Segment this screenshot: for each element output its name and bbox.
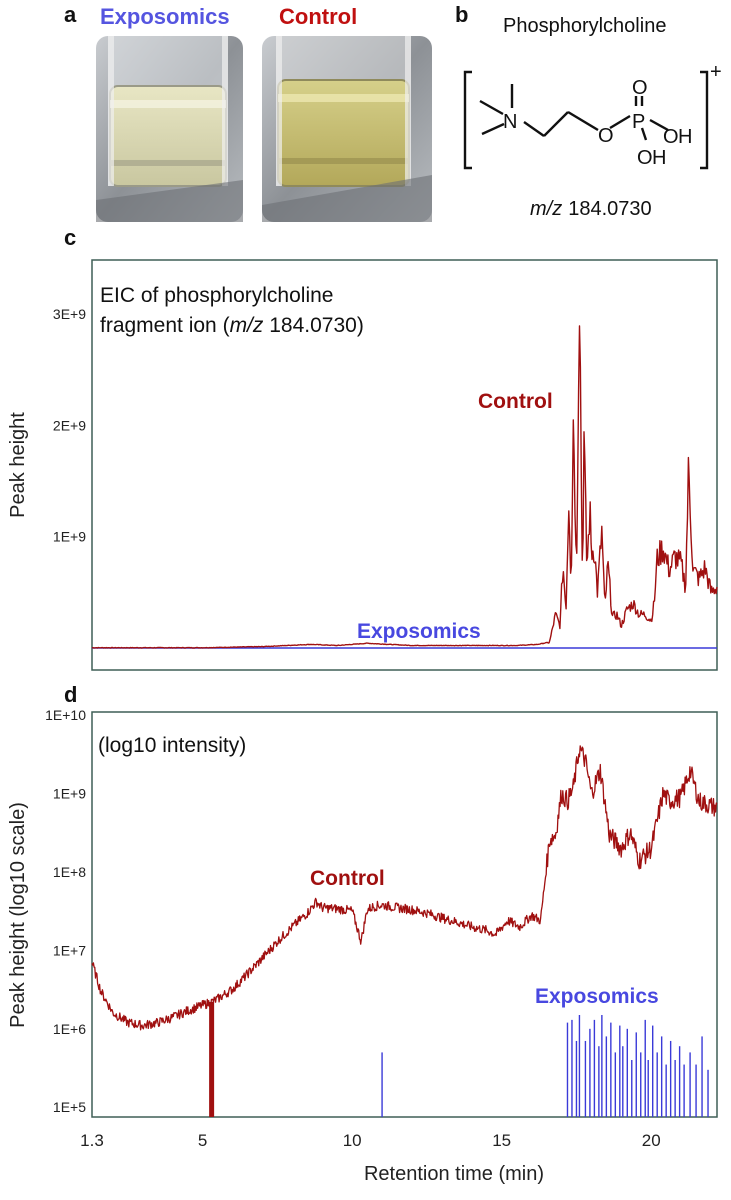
chart-c: 1E+9 2E+9 3E+9 EIC of phosphorylcholine fr… [7,259,718,671]
d-y-axis-label: Peak height (log10 scale) [7,802,29,1028]
vial-photo-exposomics [96,36,243,222]
d-x-axis-label: Retention time (min) [364,1163,544,1185]
atom-p: P [632,111,645,133]
structure-mz-value: 184.0730 [568,198,651,220]
atom-h-hydroxyl-2: H [652,147,666,169]
c-annotation-line1: EIC of phosphorylcholine [100,284,333,307]
vial-label-exposomics: Exposomics [100,4,230,29]
c-annotation-line2: fragment ion (m/z 184.0730) [100,314,364,337]
structure-title: Phosphorylcholine [503,15,666,37]
atom-h-hydroxyl-1: H [678,126,692,148]
c-y-tick-label: 2E+9 [53,417,86,433]
c-label-exposomics: Exposomics [357,620,481,643]
vial-photo-control [262,36,432,222]
vial-label-control: Control [279,4,357,29]
panel-label-b: b [455,2,468,27]
atom-o-double: O [632,77,648,99]
panel-label-d: d [64,682,77,707]
d-x-tick-label: 10 [343,1131,362,1150]
d-y-tick-label: 1E+9 [53,786,86,802]
panel-label-a: a [64,2,77,27]
phosphorylcholine-structure [463,70,709,170]
d-y-tick-label: 1E+6 [53,1021,86,1037]
c-y-tick-label: 1E+9 [53,529,86,545]
d-x-ticks: 1.3 5 10 15 20 [80,1131,660,1150]
atom-o-ester: O [598,125,614,147]
c-y-tick-label: 3E+9 [53,306,86,322]
c-series [92,325,718,649]
atom-o-hydroxyl-2: O [637,147,653,169]
d-annotation: (log10 intensity) [98,734,246,757]
d-y-tick-label: 1E+8 [53,864,86,880]
chart-d: 1E+5 1E+6 1E+7 1E+8 1E+9 1E+10 1.3 5 10 15 20 (lo… [7,707,718,1185]
d-y-tick-label: 1E+10 [45,707,86,723]
d-y-ticks: 1E+5 1E+6 1E+7 1E+8 1E+9 1E+10 [45,707,86,1115]
d-series [91,745,718,1117]
c-y-ticks: 1E+9 2E+9 3E+9 [53,306,86,545]
c-label-control: Control [478,390,553,413]
d-x-tick-label: 1.3 [80,1131,104,1150]
d-control-dip [209,1001,215,1117]
atom-o-hydroxyl-1: O [663,126,679,148]
plot-frame-d [91,711,718,1118]
panel-label-c: c [64,225,76,250]
d-series-control-line [91,745,718,1031]
c-y-axis-label: Peak height [7,412,29,518]
structure-charge: + [710,61,722,83]
d-y-tick-label: 1E+7 [53,942,86,958]
structure-mz-symbol: m/z [530,198,562,220]
atom-n: N [503,111,517,133]
d-y-tick-label: 1E+5 [53,1099,86,1115]
structure-mz: m/z 184.0730 [530,198,652,220]
c-series-control-line [92,325,718,649]
plot-frame-c [91,259,718,671]
d-x-tick-label: 20 [642,1131,661,1150]
d-x-tick-label: 5 [198,1131,207,1150]
c-annotation-pre: fragment ion ( [100,314,230,337]
c-annotation-mz: m/z [230,314,264,337]
d-x-tick-label: 15 [492,1131,511,1150]
d-label-exposomics: Exposomics [535,985,659,1008]
c-annotation-post: 184.0730) [263,314,363,337]
d-label-control: Control [310,867,385,890]
